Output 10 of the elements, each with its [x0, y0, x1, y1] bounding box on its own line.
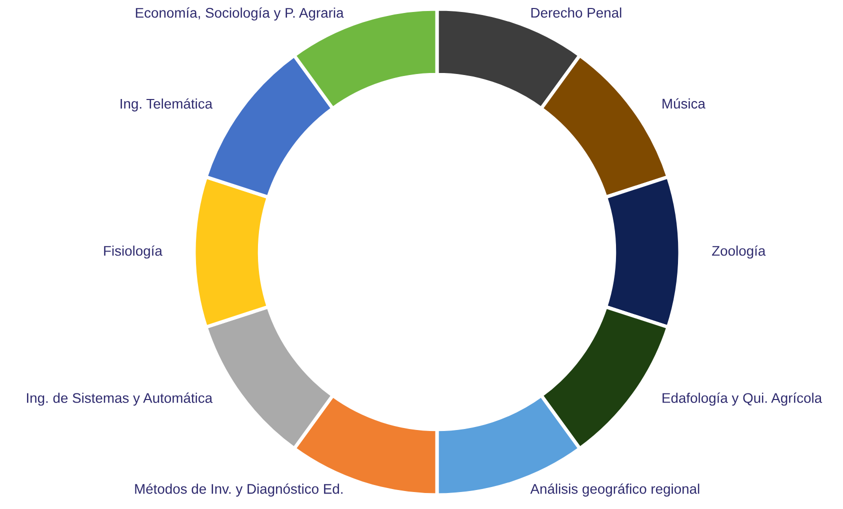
slice-label: Derecho Penal	[531, 7, 622, 18]
slice-label: Ing. de Sistemas y Automática	[27, 392, 213, 406]
slice-label: Análisis geográfico regional	[530, 483, 700, 497]
slice-label: Economía, Sociología y P. Agraria	[136, 7, 344, 21]
slice-label: Zoología	[712, 245, 766, 259]
slice-label: Fisiología	[104, 245, 162, 259]
slice-label: Música	[662, 98, 706, 109]
slice-label: Ing. Telemática	[120, 98, 213, 112]
slice-label: Edafología y Qui. Agrícola	[662, 392, 822, 406]
slice-label: Métodos de Inv. y Diagnóstico Ed.	[135, 483, 342, 497]
